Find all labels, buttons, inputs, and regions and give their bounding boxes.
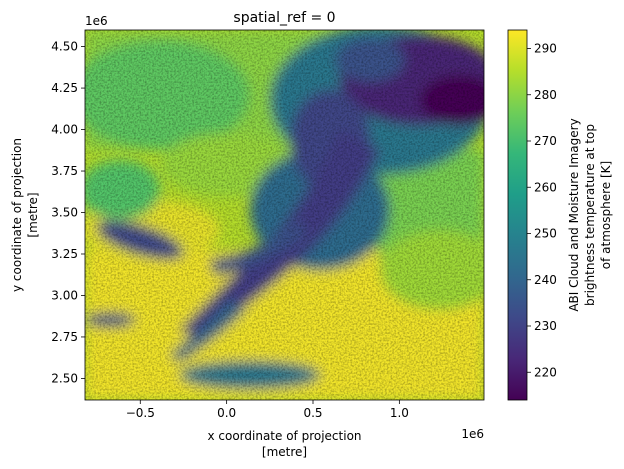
y-tick-label: 4.25	[51, 81, 78, 95]
colorbar-tick-label: 280	[534, 88, 557, 102]
y-tick-label: 3.75	[51, 164, 78, 178]
colorbar-label: ABI Cloud and Moisture Imagery	[567, 118, 581, 311]
colorbar-tick-label: 270	[534, 134, 557, 148]
y-axis-ticks: 2.50 2.75 3.00 3.25 3.50 3.75 4.00 4.25 4.50	[51, 40, 85, 385]
y-axis-label-unit: [metre]	[26, 192, 40, 237]
y-tick-label: 4.00	[51, 123, 78, 137]
x-axis-label-unit: [metre]	[262, 445, 307, 459]
colorbar-tick-label: 220	[534, 365, 557, 379]
colorbar-tick-label: 290	[534, 42, 557, 56]
colorbar-tick-label: 230	[534, 319, 557, 333]
colorbar-label-line3: of atmosphere [K]	[599, 161, 613, 269]
colorbar-tick-label: 260	[534, 180, 557, 194]
x-tick-label: −0.5	[126, 406, 155, 420]
x-tick-label: 0.0	[217, 406, 236, 420]
y-tick-label: 2.75	[51, 330, 78, 344]
x-axis-label: x coordinate of projection	[207, 429, 361, 443]
colorbar-tick-label: 250	[534, 227, 557, 241]
y-offset-label: 1e6	[85, 14, 108, 28]
y-tick-label: 2.50	[51, 371, 78, 385]
y-tick-label: 3.50	[51, 206, 78, 220]
x-axis-ticks: −0.5 0.0 0.5 1.0	[126, 400, 409, 420]
x-tick-label: 0.5	[303, 406, 322, 420]
y-tick-label: 3.00	[51, 288, 78, 302]
x-tick-label: 1.0	[390, 406, 409, 420]
x-offset-label: 1e6	[461, 427, 484, 441]
y-tick-label: 3.25	[51, 247, 78, 261]
colorbar	[507, 29, 528, 401]
colorbar-tick-label: 240	[534, 273, 557, 287]
brightness-temperature-image	[85, 30, 484, 400]
colorbar-ticks: 220 230 240 250 260 270 280 290	[527, 42, 557, 379]
chart-title: spatial_ref = 0	[233, 10, 335, 26]
plot-frame	[84, 29, 485, 401]
y-tick-label: 4.50	[51, 40, 78, 54]
colorbar-label-line2: brightness temperature at top	[583, 124, 597, 306]
y-axis-label: y coordinate of projection	[10, 138, 24, 292]
